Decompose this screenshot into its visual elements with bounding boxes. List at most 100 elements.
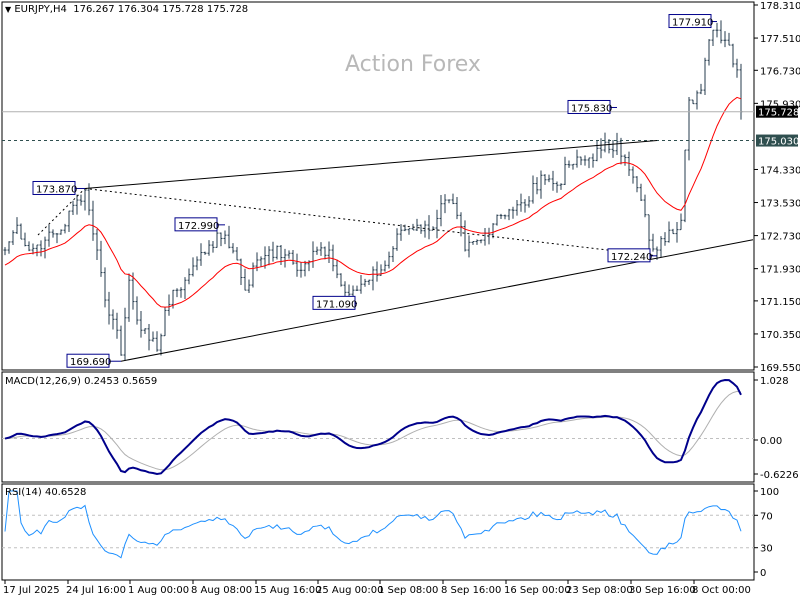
- price-bar: [227, 225, 231, 249]
- price-bar: [83, 188, 87, 211]
- price-bar: [199, 243, 203, 266]
- price-bar: [251, 262, 255, 288]
- price-annotation: 171.090: [312, 295, 357, 310]
- price-bar: [243, 268, 247, 291]
- price-bar: [291, 249, 295, 265]
- annotation-label: 173.870: [36, 184, 77, 195]
- price-bar: [587, 157, 591, 169]
- price-bar: [147, 324, 151, 351]
- annotation-label: 175.830: [571, 103, 612, 114]
- price-bar: [495, 214, 499, 226]
- annotation-label: 177.910: [672, 18, 713, 29]
- price-bar: [271, 241, 275, 262]
- price-bar: [591, 153, 595, 168]
- price-annotation: 172.990: [174, 217, 225, 232]
- price-bar: [375, 261, 379, 282]
- price-bars: [3, 20, 743, 361]
- current-price-label: 175.728: [758, 108, 799, 119]
- chart-header: ▼ EURJPY,H4 176.267 176.304 175.728 175.…: [5, 4, 248, 15]
- price-annotation: 177.910: [668, 14, 717, 29]
- price-bar: [527, 196, 531, 208]
- price-bar: [671, 228, 675, 235]
- price-bar: [455, 196, 459, 220]
- price-bar: [163, 307, 167, 337]
- price-bar: [451, 193, 455, 205]
- price-bar: [523, 199, 527, 213]
- x-tick-label: 15 Aug 16:00: [254, 585, 321, 596]
- price-bar: [139, 310, 143, 338]
- price-bar: [519, 193, 523, 212]
- price-bar: [675, 221, 679, 243]
- price-bar: [419, 224, 423, 234]
- price-bar: [391, 246, 395, 263]
- price-bar: [335, 259, 339, 279]
- price-bar: [111, 309, 115, 330]
- price-bar: [571, 163, 575, 170]
- trendline-dashed: [37, 188, 86, 236]
- price-bar: [575, 149, 579, 168]
- price-bar: [403, 224, 407, 232]
- ohlc-values: 176.267 176.304 175.728 175.728: [73, 4, 249, 15]
- y-tick-label: 177.510: [760, 34, 800, 45]
- macd-y-tick-label: -0.6226: [760, 470, 799, 481]
- price-bar: [711, 29, 715, 46]
- y-tick-label: 170.350: [760, 330, 800, 341]
- price-bar: [583, 155, 587, 166]
- price-bar: [215, 229, 219, 248]
- rsi-title: RSI(14) 40.6528: [5, 487, 87, 498]
- price-bar: [359, 275, 363, 294]
- price-bar: [143, 328, 147, 335]
- price-bar: [35, 244, 39, 257]
- price-bar: [651, 233, 655, 252]
- x-tick-label: 30 Sep 16:00: [629, 585, 696, 596]
- price-bar: [459, 212, 463, 237]
- price-bar: [219, 232, 223, 247]
- price-bar: [51, 229, 55, 238]
- price-bar: [119, 325, 123, 356]
- price-bar: [211, 240, 215, 253]
- price-bar: [599, 138, 603, 159]
- price-bar: [727, 32, 731, 46]
- trendline-solid: [120, 239, 754, 362]
- price-bar: [695, 90, 699, 110]
- price-bar: [483, 228, 487, 246]
- price-bar: [31, 243, 35, 255]
- price-bar: [183, 277, 187, 300]
- price-bar: [19, 223, 23, 240]
- price-bar: [135, 296, 139, 325]
- trendline-solid: [84, 140, 658, 189]
- price-bar: [475, 239, 479, 245]
- price-bar: [703, 57, 707, 96]
- price-bar: [187, 268, 191, 285]
- price-bar: [67, 210, 71, 232]
- price-bar: [43, 236, 47, 259]
- price-bar: [367, 279, 371, 286]
- moving-average-line: [4, 96, 742, 308]
- price-bar: [115, 312, 119, 339]
- price-bar: [707, 39, 711, 66]
- price-bar: [623, 154, 627, 166]
- price-annotation: 169.690: [66, 353, 121, 368]
- x-tick-label: 8 Sep 16:00: [441, 585, 501, 596]
- price-bar: [531, 175, 535, 204]
- price-annotation: 172.240: [607, 248, 657, 263]
- macd-y-tick-label: 0.00: [760, 436, 782, 447]
- price-bar: [679, 213, 683, 231]
- price-bar: [63, 223, 67, 234]
- price-bar: [719, 20, 723, 44]
- x-tick-label: 25 Aug 00:00: [316, 585, 383, 596]
- x-tick-label: 17 Jul 2025: [3, 585, 60, 596]
- price-bar: [631, 166, 635, 184]
- price-bar: [427, 215, 431, 240]
- price-bar: [655, 246, 659, 260]
- collapse-triangle-icon[interactable]: ▼: [5, 5, 12, 14]
- x-tick-label: 1 Sep 08:00: [378, 585, 438, 596]
- price-bar: [643, 194, 647, 218]
- y-tick-label: 169.550: [760, 363, 800, 374]
- price-bar: [611, 139, 615, 158]
- price-bar: [683, 149, 687, 223]
- annotation-label: 172.990: [178, 221, 219, 232]
- price-bar: [443, 194, 447, 214]
